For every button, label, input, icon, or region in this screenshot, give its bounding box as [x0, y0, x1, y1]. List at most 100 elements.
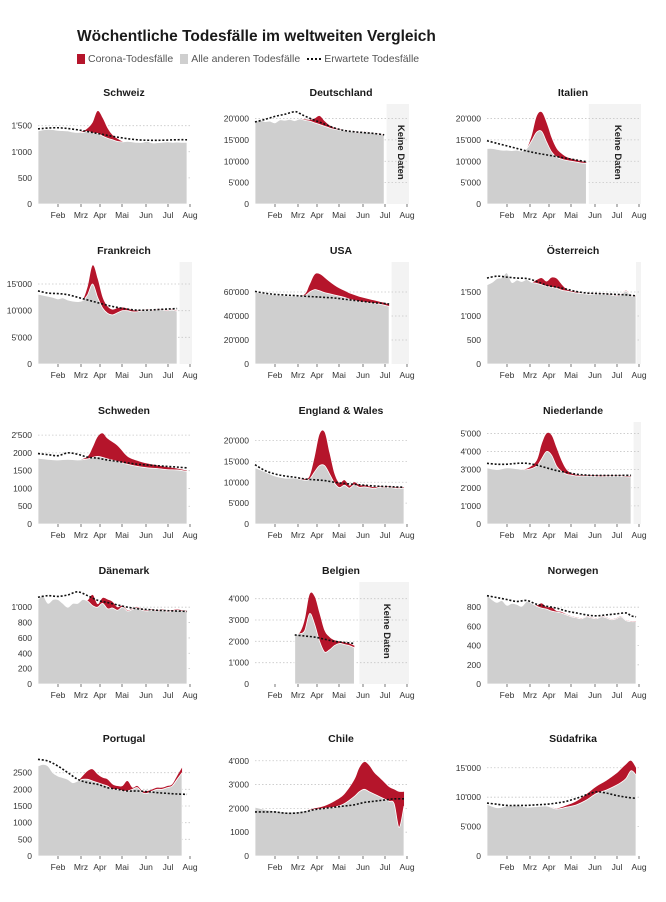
- y-tick-label: 0: [27, 519, 32, 529]
- y-tick-label: 500: [467, 335, 481, 345]
- no-data-band: [391, 262, 409, 364]
- chart-schweden: Schweden 0 500 1000 1500 2000 2'500 Feb Mrz Apr Ma…: [11, 405, 197, 540]
- y-tick-label: 20'000: [224, 436, 250, 446]
- y-tick-label: 3'000: [228, 615, 249, 625]
- corona-deaths-area: [294, 592, 355, 653]
- x-tick-label: Feb: [268, 370, 283, 380]
- y-tick-label: 0: [476, 851, 481, 861]
- x-tick-label: Aug: [182, 530, 197, 540]
- no-data-label: Keine Daten: [395, 125, 406, 180]
- x-tick-label: Apr: [542, 530, 555, 540]
- y-tick-label: 0: [244, 359, 249, 369]
- chart-frankreich: Frankreich 0 5'000 10'000 15'000 Feb Mrz Apr Mai…: [7, 245, 198, 380]
- x-tick-label: Jun: [588, 530, 602, 540]
- x-tick-label: Mrz: [74, 530, 88, 540]
- y-tick-label: 0: [476, 199, 481, 209]
- y-tick-label: 0: [476, 519, 481, 529]
- x-tick-label: Mai: [332, 690, 346, 700]
- x-tick-label: Apr: [310, 862, 323, 872]
- x-tick-label: Jul: [380, 690, 391, 700]
- y-tick-label: 10'000: [456, 792, 482, 802]
- y-tick-label: 0: [244, 679, 249, 689]
- y-tick-label: 600: [467, 621, 481, 631]
- x-tick-label: Aug: [399, 690, 414, 700]
- expected-deaths-line: [37, 290, 178, 312]
- no-data-label: Keine Daten: [381, 604, 392, 659]
- x-tick-label: Feb: [500, 690, 515, 700]
- y-tick-label: 5'000: [460, 178, 481, 188]
- x-tick-label: Mrz: [291, 690, 305, 700]
- y-tick-label: 200: [467, 660, 481, 670]
- no-data-band: [636, 262, 641, 364]
- x-tick-label: Apr: [93, 210, 106, 220]
- x-tick-label: Aug: [399, 370, 414, 380]
- no-data-band: [633, 422, 641, 524]
- y-tick-label: 4'000: [460, 447, 481, 457]
- x-tick-label: Apr: [93, 862, 106, 872]
- x-tick-label: Apr: [93, 690, 106, 700]
- chart-suedafrika: Südafrika 0 5'000 10'000 15'000 Feb Mrz Apr Mai J…: [456, 733, 647, 872]
- chart-italien: Italien Keine Daten 0 5'000 10'000 15'000 20'0…: [456, 87, 647, 220]
- x-tick-label: Feb: [268, 210, 283, 220]
- x-tick-label: Apr: [310, 370, 323, 380]
- chart-title: Schweden: [98, 405, 150, 417]
- legend-swatch-other: [180, 54, 189, 64]
- x-tick-label: Aug: [631, 690, 646, 700]
- x-tick-label: Aug: [631, 862, 646, 872]
- x-tick-label: Jun: [356, 370, 370, 380]
- x-tick-label: Apr: [93, 530, 106, 540]
- chart-schweiz: Schweiz 0 500 1'000 1'500 Feb Mrz Apr Mai Jun Jul A…: [11, 87, 197, 220]
- y-tick-label: 500: [18, 501, 32, 511]
- x-tick-label: Jun: [588, 210, 602, 220]
- y-tick-label: 10'000: [456, 156, 482, 166]
- chart-title: USA: [330, 245, 353, 257]
- expected-deaths-line: [37, 758, 188, 796]
- y-tick-label: 2000: [13, 784, 32, 794]
- y-tick-label: 5'000: [228, 178, 249, 188]
- y-tick-label: 800: [467, 602, 481, 612]
- y-tick-label: 400: [18, 648, 32, 658]
- y-tick-label: 0: [27, 679, 32, 689]
- y-tick-label: 10'000: [7, 306, 33, 316]
- x-tick-label: Mrz: [523, 370, 537, 380]
- y-tick-label: 5'000: [11, 332, 32, 342]
- x-tick-label: Jul: [612, 862, 623, 872]
- corona-deaths-area: [255, 273, 390, 307]
- chart-belgien: Belgien Keine Daten 0 1'000 2'000 3'000 4'000 F…: [228, 565, 414, 700]
- y-tick-label: 20'000: [224, 335, 250, 345]
- chart-title: Niederlande: [543, 405, 603, 417]
- legend-label-other: Alle anderen Todesfälle: [191, 53, 301, 65]
- y-tick-label: 60'000: [224, 287, 250, 297]
- other-deaths-area: [37, 128, 188, 205]
- legend-swatch-corona: [77, 54, 85, 64]
- y-tick-label: 1500: [13, 801, 32, 811]
- x-tick-label: Apr: [310, 690, 323, 700]
- x-tick-label: Jun: [139, 862, 153, 872]
- x-tick-label: Mrz: [74, 862, 88, 872]
- y-tick-label: 5'000: [460, 822, 481, 832]
- x-tick-label: Jun: [139, 530, 153, 540]
- y-tick-label: 2'000: [228, 803, 249, 813]
- other-deaths-area: [486, 593, 637, 685]
- corona-deaths-area: [38, 110, 188, 143]
- chart-deutschland: Deutschland Keine Daten 0 5'000 10'000 15'000…: [224, 87, 415, 220]
- other-deaths-area: [486, 451, 632, 525]
- y-tick-label: 15'000: [224, 456, 250, 466]
- x-tick-label: Feb: [500, 370, 515, 380]
- x-tick-label: Aug: [182, 862, 197, 872]
- chart-title: Schweiz: [103, 87, 144, 99]
- x-tick-label: Jul: [163, 370, 174, 380]
- y-tick-label: 1000: [13, 818, 32, 828]
- other-deaths-area: [37, 595, 188, 685]
- other-deaths-area: [294, 613, 355, 685]
- y-tick-label: 0: [476, 679, 481, 689]
- no-data-band: [179, 262, 192, 364]
- y-tick-label: 800: [18, 618, 32, 628]
- x-tick-label: Jun: [139, 690, 153, 700]
- x-tick-label: Mai: [332, 530, 346, 540]
- y-tick-label: 200: [18, 664, 32, 674]
- other-deaths-area: [254, 289, 390, 365]
- x-tick-label: Jun: [139, 210, 153, 220]
- y-tick-label: 1'500: [460, 287, 481, 297]
- expected-deaths-line: [486, 139, 587, 163]
